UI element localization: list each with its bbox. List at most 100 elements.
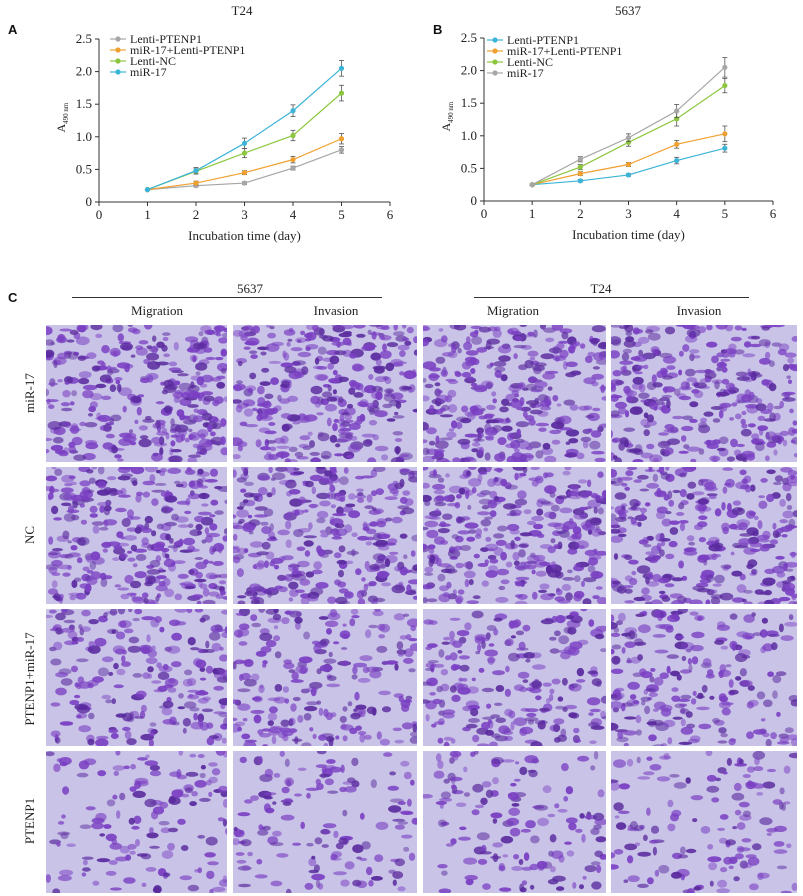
y-tick-label: 0.5 (76, 161, 92, 176)
stained-cells-texture (611, 467, 797, 604)
data-point (577, 171, 583, 177)
group-label-5637: 5637 (237, 281, 263, 296)
stained-cells-texture (46, 609, 227, 746)
col-header-migration-t24: Migration (487, 303, 539, 318)
series-line-3 (531, 66, 726, 186)
micrograph-r2-c1 (46, 467, 227, 604)
data-point (625, 172, 632, 178)
x-tick-label: 0 (96, 207, 103, 222)
data-point (674, 141, 680, 147)
data-point (722, 64, 728, 70)
data-point (722, 82, 728, 89)
panel-c-letter: C (8, 290, 18, 305)
stained-cells-texture (46, 467, 227, 604)
chart-b-title: 5637 (615, 3, 641, 18)
y-axis-label: A490 nm (54, 102, 70, 132)
x-axis-label: Incubation time (day) (572, 227, 685, 242)
y-tick-label: 0 (86, 194, 93, 209)
x-axis-label: Incubation time (day) (188, 228, 301, 243)
x-tick-label: 5 (722, 206, 729, 221)
data-point (290, 157, 296, 163)
data-point (577, 156, 583, 162)
data-point (577, 164, 583, 170)
legend-marker (492, 48, 498, 54)
data-point (241, 150, 248, 156)
x-tick-label: 6 (387, 207, 394, 222)
legend-label: miR-17+Lenti-PTENP1 (507, 44, 622, 58)
panel-a-letter: A (8, 22, 18, 37)
micrograph-r2-c2 (233, 467, 417, 604)
data-point (144, 187, 151, 193)
micrograph-r1-c3 (423, 325, 606, 462)
micrograph-r3-c3 (423, 609, 606, 746)
data-point (625, 135, 632, 141)
micrograph-r4-c3 (423, 751, 606, 893)
y-axis-label: A490 nm (439, 101, 455, 131)
line-chart-5637: 0 0.5 1.0 1.5 2.0 2.5 0 1 2 3 4 5 6 Incubation time (… (439, 30, 777, 242)
data-point (290, 165, 296, 171)
legend-marker (115, 69, 121, 75)
y-tick-label: 2.0 (76, 64, 92, 79)
y-tick-label: 2.5 (76, 31, 92, 46)
x-tick-label: 3 (241, 207, 248, 222)
data-point (625, 161, 632, 168)
micrograph-r1-c4 (611, 325, 797, 462)
data-point (290, 108, 296, 114)
panel-b-letter: B (433, 22, 443, 37)
x-tick-label: 5 (338, 207, 345, 222)
group-line-5637 (72, 297, 382, 298)
data-point (241, 180, 248, 186)
micrograph-r1-c1 (46, 325, 227, 462)
data-point (674, 108, 680, 114)
data-point (338, 136, 345, 142)
stained-cells-texture (423, 609, 606, 746)
legend-label: Lenti-NC (507, 55, 553, 69)
y-tick-label: 2.5 (461, 30, 477, 45)
stained-cells-texture (423, 467, 606, 604)
legend-label: miR-17 (130, 65, 167, 79)
data-point (722, 145, 728, 151)
x-tick-label: 4 (673, 206, 680, 221)
y-tick-label: 1.5 (76, 96, 92, 111)
legend-marker (115, 58, 121, 64)
row-label-ptenp1: PTENP1 (22, 797, 37, 845)
micrograph-r3-c4 (611, 609, 797, 746)
legend-label: Lenti-PTENP1 (507, 33, 579, 47)
legend-label: miR-17 (507, 66, 544, 80)
row-label-nc: NC (22, 525, 37, 545)
data-point (529, 182, 535, 188)
x-tick-label: 2 (577, 206, 584, 221)
data-point (722, 131, 728, 137)
x-tick-label: 1 (529, 206, 536, 221)
group-line-t24 (474, 297, 749, 298)
stained-cells-texture (46, 325, 227, 462)
data-point (241, 140, 248, 146)
legend-label: miR-17+Lenti-PTENP1 (130, 43, 245, 57)
row-label-ptenp1-mir17: PTENP1+miR-17 (22, 632, 37, 726)
micrograph-r1-c2 (233, 325, 417, 462)
micrograph-r4-c1 (46, 751, 227, 893)
y-tick-label: 0 (471, 193, 478, 208)
stained-cells-texture (611, 609, 797, 746)
data-point (625, 139, 632, 145)
y-tick-label: 1.0 (76, 129, 92, 144)
col-header-migration-5637: Migration (131, 303, 183, 318)
col-header-invasion-t24: Invasion (676, 303, 722, 318)
data-point (674, 157, 680, 164)
stained-cells-texture (233, 325, 417, 462)
legend-marker (492, 70, 498, 76)
x-tick-label: 6 (770, 206, 777, 221)
legend-marker (492, 59, 498, 65)
micrograph-r2-c3 (423, 467, 606, 604)
x-tick-label: 4 (290, 207, 297, 222)
micrograph-r3-c1 (46, 609, 227, 746)
legend-marker (492, 37, 498, 43)
col-header-invasion-5637: Invasion (313, 303, 359, 318)
stained-cells-texture (46, 751, 227, 893)
stained-cells-texture (423, 325, 606, 462)
legend-marker (115, 36, 121, 42)
stained-cells-texture (233, 467, 417, 604)
data-point (290, 132, 296, 139)
stained-cells-texture (423, 751, 606, 893)
x-tick-label: 2 (193, 207, 200, 222)
